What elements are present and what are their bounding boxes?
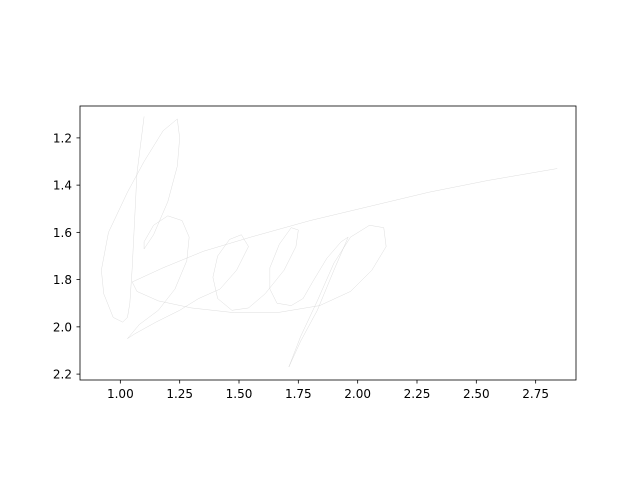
x-tick-label: 1.50 xyxy=(226,387,253,401)
x-tick-label: 2.50 xyxy=(463,387,490,401)
x-tick-label: 1.75 xyxy=(285,387,312,401)
x-axis: 1.00 1.25 1.50 1.75 2.00 2.25 2.50 2.75 xyxy=(107,380,549,401)
x-tick-label: 2.75 xyxy=(522,387,549,401)
x-tick-label: 2.00 xyxy=(344,387,371,401)
y-tick-label: 1.4 xyxy=(53,179,72,193)
y-tick-label: 1.8 xyxy=(53,273,72,287)
y-axis: 1.2 1.4 1.6 1.8 2.0 2.2 xyxy=(53,131,80,382)
series-line-0 xyxy=(101,116,558,368)
x-tick-label: 1.00 xyxy=(107,387,134,401)
y-tick-label: 1.6 xyxy=(53,226,72,240)
x-tick-label: 1.25 xyxy=(166,387,193,401)
y-tick-label: 2.0 xyxy=(53,320,72,334)
y-tick-label: 1.2 xyxy=(53,131,72,145)
plot-frame xyxy=(79,105,577,381)
x-tick-label: 2.25 xyxy=(404,387,431,401)
plot-lines xyxy=(101,116,558,368)
y-tick-label: 2.2 xyxy=(53,368,72,382)
